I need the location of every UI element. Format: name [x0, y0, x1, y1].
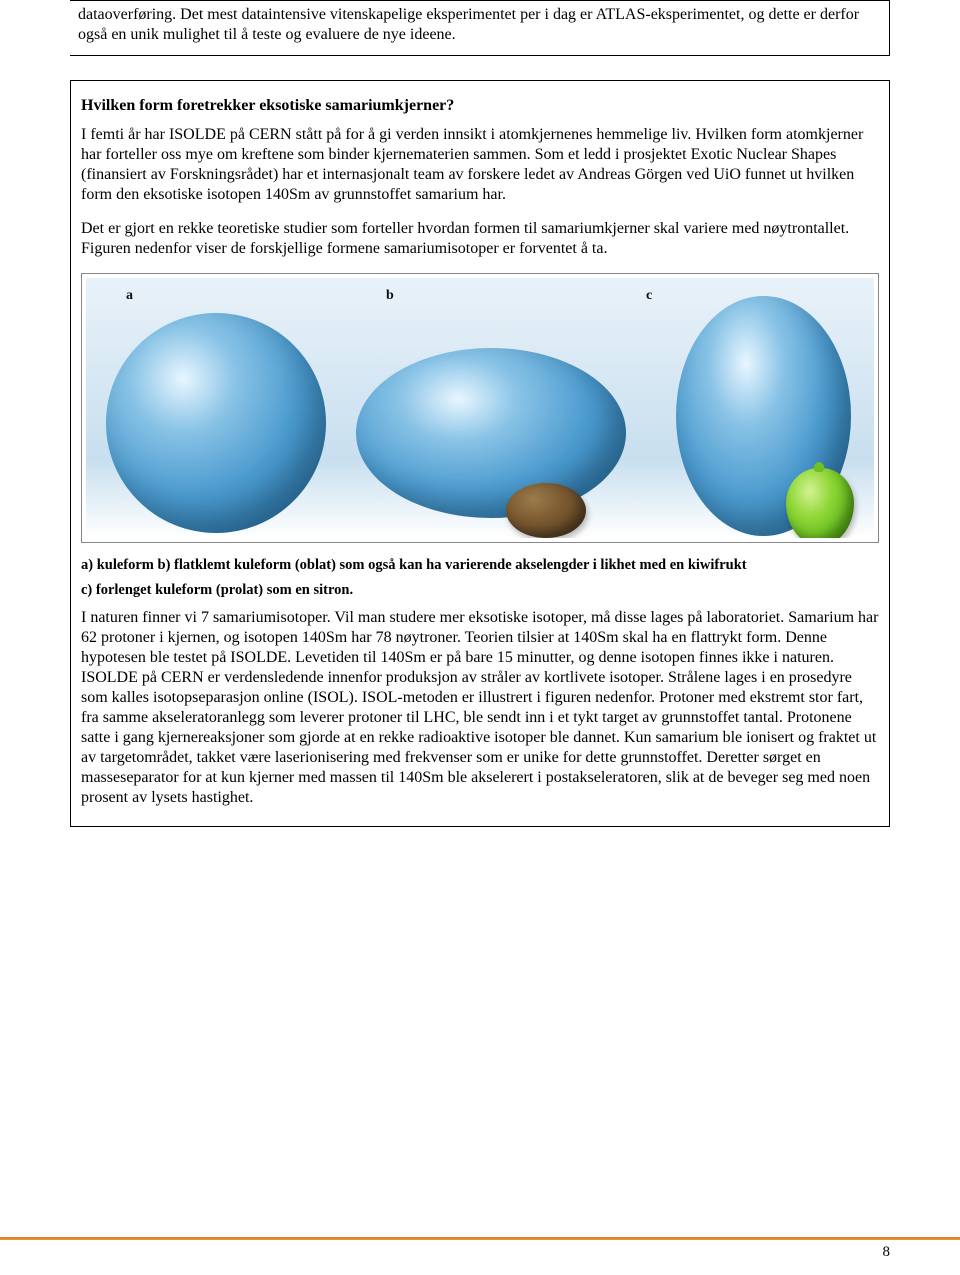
- shape-sphere: [106, 313, 326, 533]
- figure-label-c: c: [646, 288, 652, 304]
- intro-box: dataoverføring. Det mest dataintensive v…: [70, 0, 890, 56]
- article-box: Hvilken form foretrekker eksotiske samar…: [70, 80, 890, 827]
- figure-caption: a) kuleform b) flatklemt kuleform (oblat…: [81, 553, 879, 602]
- shape-oblate: [356, 348, 626, 518]
- shape-kiwi: [506, 483, 586, 538]
- page-number: 8: [0, 1244, 960, 1261]
- figure-label-a: a: [126, 288, 133, 304]
- page: dataoverføring. Det mest dataintensive v…: [0, 0, 960, 1275]
- figure-caption-line1: a) kuleform b) flatklemt kuleform (oblat…: [81, 553, 879, 578]
- shape-lime: [786, 468, 854, 538]
- figure-frame: a b c: [81, 273, 879, 543]
- figure-canvas: a b c: [86, 278, 874, 538]
- footer-bar: [0, 1237, 960, 1240]
- article-heading: Hvilken form foretrekker eksotiske samar…: [81, 97, 879, 115]
- figure-label-b: b: [386, 288, 394, 304]
- article-paragraph-2: Det er gjort en rekke teoretiske studier…: [81, 219, 879, 259]
- article-paragraph-3: I naturen finner vi 7 samariumisotoper. …: [81, 608, 879, 808]
- intro-text: dataoverføring. Det mest dataintensive v…: [78, 6, 859, 43]
- figure-caption-line2: c) forlenget kuleform (prolat) som en si…: [81, 578, 879, 603]
- article-paragraph-1: I femti år har ISOLDE på CERN stått på f…: [81, 125, 879, 205]
- page-footer: 8: [0, 1237, 960, 1261]
